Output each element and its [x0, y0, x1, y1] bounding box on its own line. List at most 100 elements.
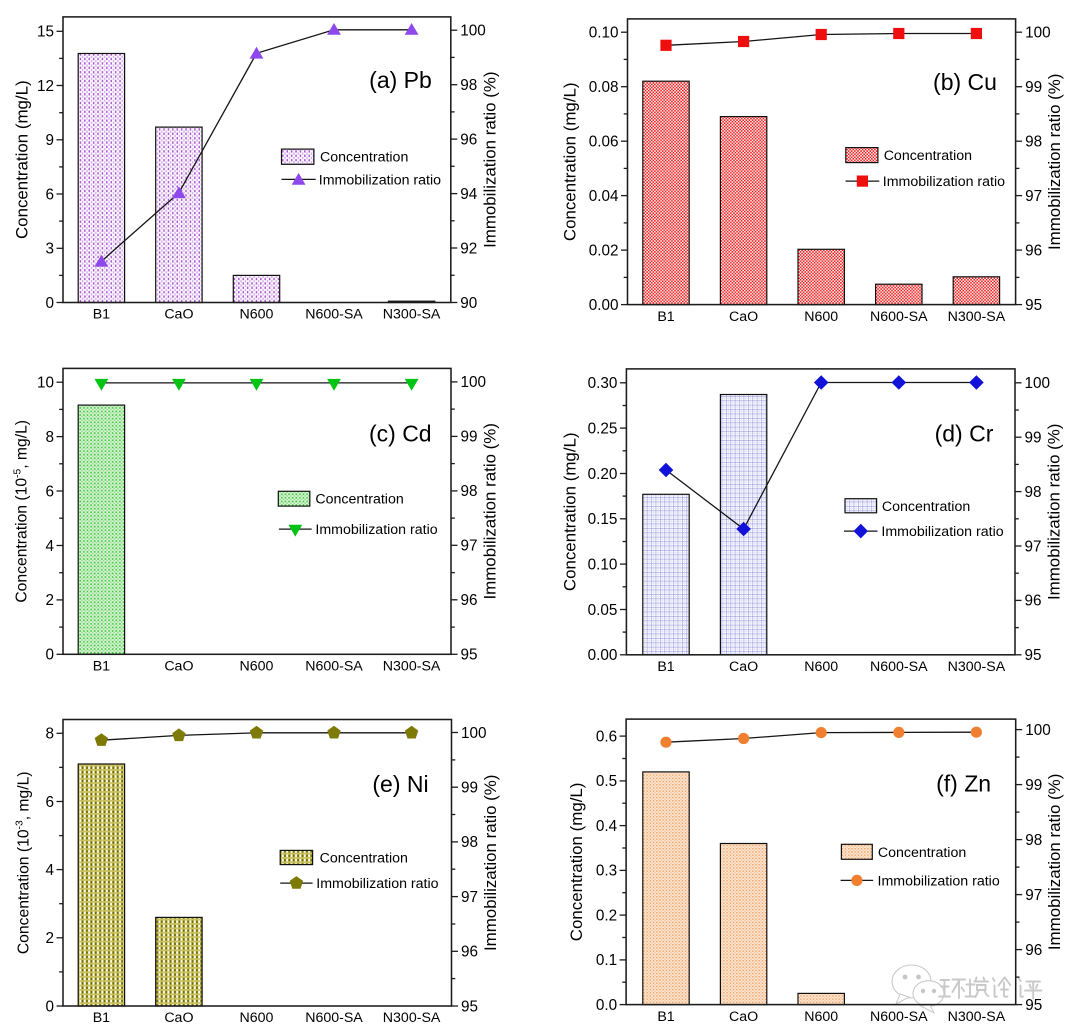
svg-text:N600-SA: N600-SA	[305, 307, 363, 323]
svg-text:(a) Pb: (a) Pb	[369, 67, 432, 93]
svg-text:15: 15	[37, 24, 54, 41]
svg-text:Concentration (mg/L): Concentration (mg/L)	[561, 432, 580, 591]
svg-text:(f) Zn: (f) Zn	[936, 771, 991, 797]
svg-text:Immobilization ratio: Immobilization ratio	[315, 522, 437, 538]
svg-text:0.1: 0.1	[596, 952, 617, 969]
svg-text:N600: N600	[240, 659, 274, 675]
svg-text:0.5: 0.5	[596, 773, 617, 790]
svg-text:0.0: 0.0	[596, 997, 617, 1014]
svg-text:N600: N600	[240, 307, 274, 323]
svg-text:4: 4	[45, 862, 54, 879]
svg-text:96: 96	[460, 131, 477, 148]
svg-text:Immobilization ratio (%): Immobilization ratio (%)	[481, 775, 500, 951]
svg-text:0.08: 0.08	[589, 79, 619, 96]
svg-text:2: 2	[45, 592, 54, 609]
svg-text:Concentration (10-3, mg/L): Concentration (10-3, mg/L)	[15, 771, 33, 954]
svg-text:97: 97	[461, 538, 478, 555]
svg-text:99: 99	[461, 429, 478, 446]
svg-text:(d) Cr: (d) Cr	[935, 421, 994, 447]
svg-text:95: 95	[1025, 647, 1042, 664]
svg-text:Immobilization ratio: Immobilization ratio	[319, 172, 441, 188]
svg-text:Concentration (mg/L): Concentration (mg/L)	[567, 783, 586, 942]
svg-text:B1: B1	[93, 1010, 110, 1026]
svg-text:100: 100	[461, 374, 487, 391]
svg-text:8: 8	[45, 429, 54, 446]
svg-text:12: 12	[37, 78, 54, 95]
svg-text:98: 98	[1025, 134, 1042, 151]
svg-text:0: 0	[45, 295, 54, 312]
svg-text:98: 98	[460, 77, 477, 94]
svg-text:96: 96	[461, 592, 478, 609]
svg-text:Concentration (mg/L): Concentration (mg/L)	[13, 80, 32, 239]
svg-text:N600: N600	[804, 659, 838, 675]
svg-text:0.06: 0.06	[589, 134, 619, 151]
svg-text:CaO: CaO	[729, 309, 758, 325]
svg-text:95: 95	[461, 647, 478, 664]
svg-text:96: 96	[1025, 593, 1042, 610]
svg-text:0.02: 0.02	[589, 242, 619, 259]
svg-text:Concentration: Concentration	[315, 492, 403, 508]
svg-text:96: 96	[1025, 242, 1042, 259]
svg-text:94: 94	[460, 186, 478, 203]
svg-text:Concentration: Concentration	[882, 499, 970, 515]
svg-text:Immobilization ratio (%): Immobilization ratio (%)	[1044, 424, 1063, 600]
svg-text:N300-SA: N300-SA	[948, 1009, 1006, 1025]
svg-text:N300-SA: N300-SA	[948, 659, 1006, 675]
svg-text:N600-SA: N600-SA	[870, 309, 928, 325]
svg-text:98: 98	[1025, 484, 1042, 501]
svg-text:N300-SA: N300-SA	[383, 1010, 441, 1026]
svg-text:10: 10	[37, 375, 54, 392]
svg-text:B1: B1	[93, 307, 110, 323]
svg-text:97: 97	[1025, 887, 1042, 904]
svg-text:95: 95	[1025, 297, 1042, 314]
svg-text:0.04: 0.04	[589, 188, 619, 205]
svg-text:97: 97	[1025, 538, 1042, 555]
svg-text:Immobilization ratio (%): Immobilization ratio (%)	[1045, 774, 1064, 950]
svg-text:2: 2	[45, 930, 54, 947]
svg-text:99: 99	[1025, 777, 1042, 794]
svg-text:0.4: 0.4	[596, 818, 618, 835]
svg-text:0.3: 0.3	[596, 863, 617, 880]
svg-text:Immobilization ratio (%): Immobilization ratio (%)	[481, 71, 500, 247]
svg-text:100: 100	[1025, 25, 1051, 42]
svg-text:CaO: CaO	[729, 1009, 758, 1025]
svg-text:0.00: 0.00	[589, 297, 619, 314]
svg-text:B1: B1	[657, 309, 674, 325]
svg-text:99: 99	[1025, 79, 1042, 96]
svg-text:Immobilization ratio (%): Immobilization ratio (%)	[481, 423, 500, 599]
svg-text:3: 3	[45, 241, 54, 258]
svg-text:Immobilization ratio (%): Immobilization ratio (%)	[1045, 74, 1064, 250]
svg-text:100: 100	[460, 23, 486, 40]
svg-text:Immobilization ratio: Immobilization ratio	[883, 174, 1005, 190]
svg-text:Concentration: Concentration	[320, 150, 408, 166]
svg-text:CaO: CaO	[164, 1010, 193, 1026]
svg-text:B1: B1	[657, 1009, 674, 1025]
svg-text:Immobilization ratio: Immobilization ratio	[881, 524, 1003, 540]
svg-text:92: 92	[460, 240, 477, 257]
svg-text:Immobilization ratio: Immobilization ratio	[878, 873, 1000, 889]
svg-text:(c) Cd: (c) Cd	[369, 421, 432, 447]
svg-text:0.2: 0.2	[596, 907, 617, 924]
svg-text:96: 96	[1025, 942, 1042, 959]
svg-text:98: 98	[461, 483, 478, 500]
svg-text:96: 96	[461, 944, 478, 961]
svg-text:0.6: 0.6	[596, 728, 617, 745]
svg-text:CaO: CaO	[164, 659, 193, 675]
svg-text:N600: N600	[804, 309, 838, 325]
svg-text:4: 4	[45, 538, 54, 555]
svg-text:0.05: 0.05	[588, 602, 618, 619]
svg-text:99: 99	[461, 780, 478, 797]
svg-text:95: 95	[1025, 997, 1042, 1014]
svg-text:(b) Cu: (b) Cu	[933, 69, 997, 95]
svg-text:0: 0	[45, 998, 54, 1015]
svg-text:Immobilization ratio: Immobilization ratio	[316, 876, 438, 892]
svg-text:97: 97	[1025, 188, 1042, 205]
svg-text:N600: N600	[804, 1009, 838, 1025]
svg-text:6: 6	[45, 794, 54, 811]
svg-text:90: 90	[460, 295, 477, 312]
svg-text:Concentration (mg/L): Concentration (mg/L)	[561, 82, 580, 241]
svg-text:N600-SA: N600-SA	[870, 1009, 928, 1025]
svg-text:N600: N600	[240, 1010, 274, 1026]
svg-text:0.25: 0.25	[588, 420, 618, 437]
svg-text:98: 98	[461, 834, 478, 851]
